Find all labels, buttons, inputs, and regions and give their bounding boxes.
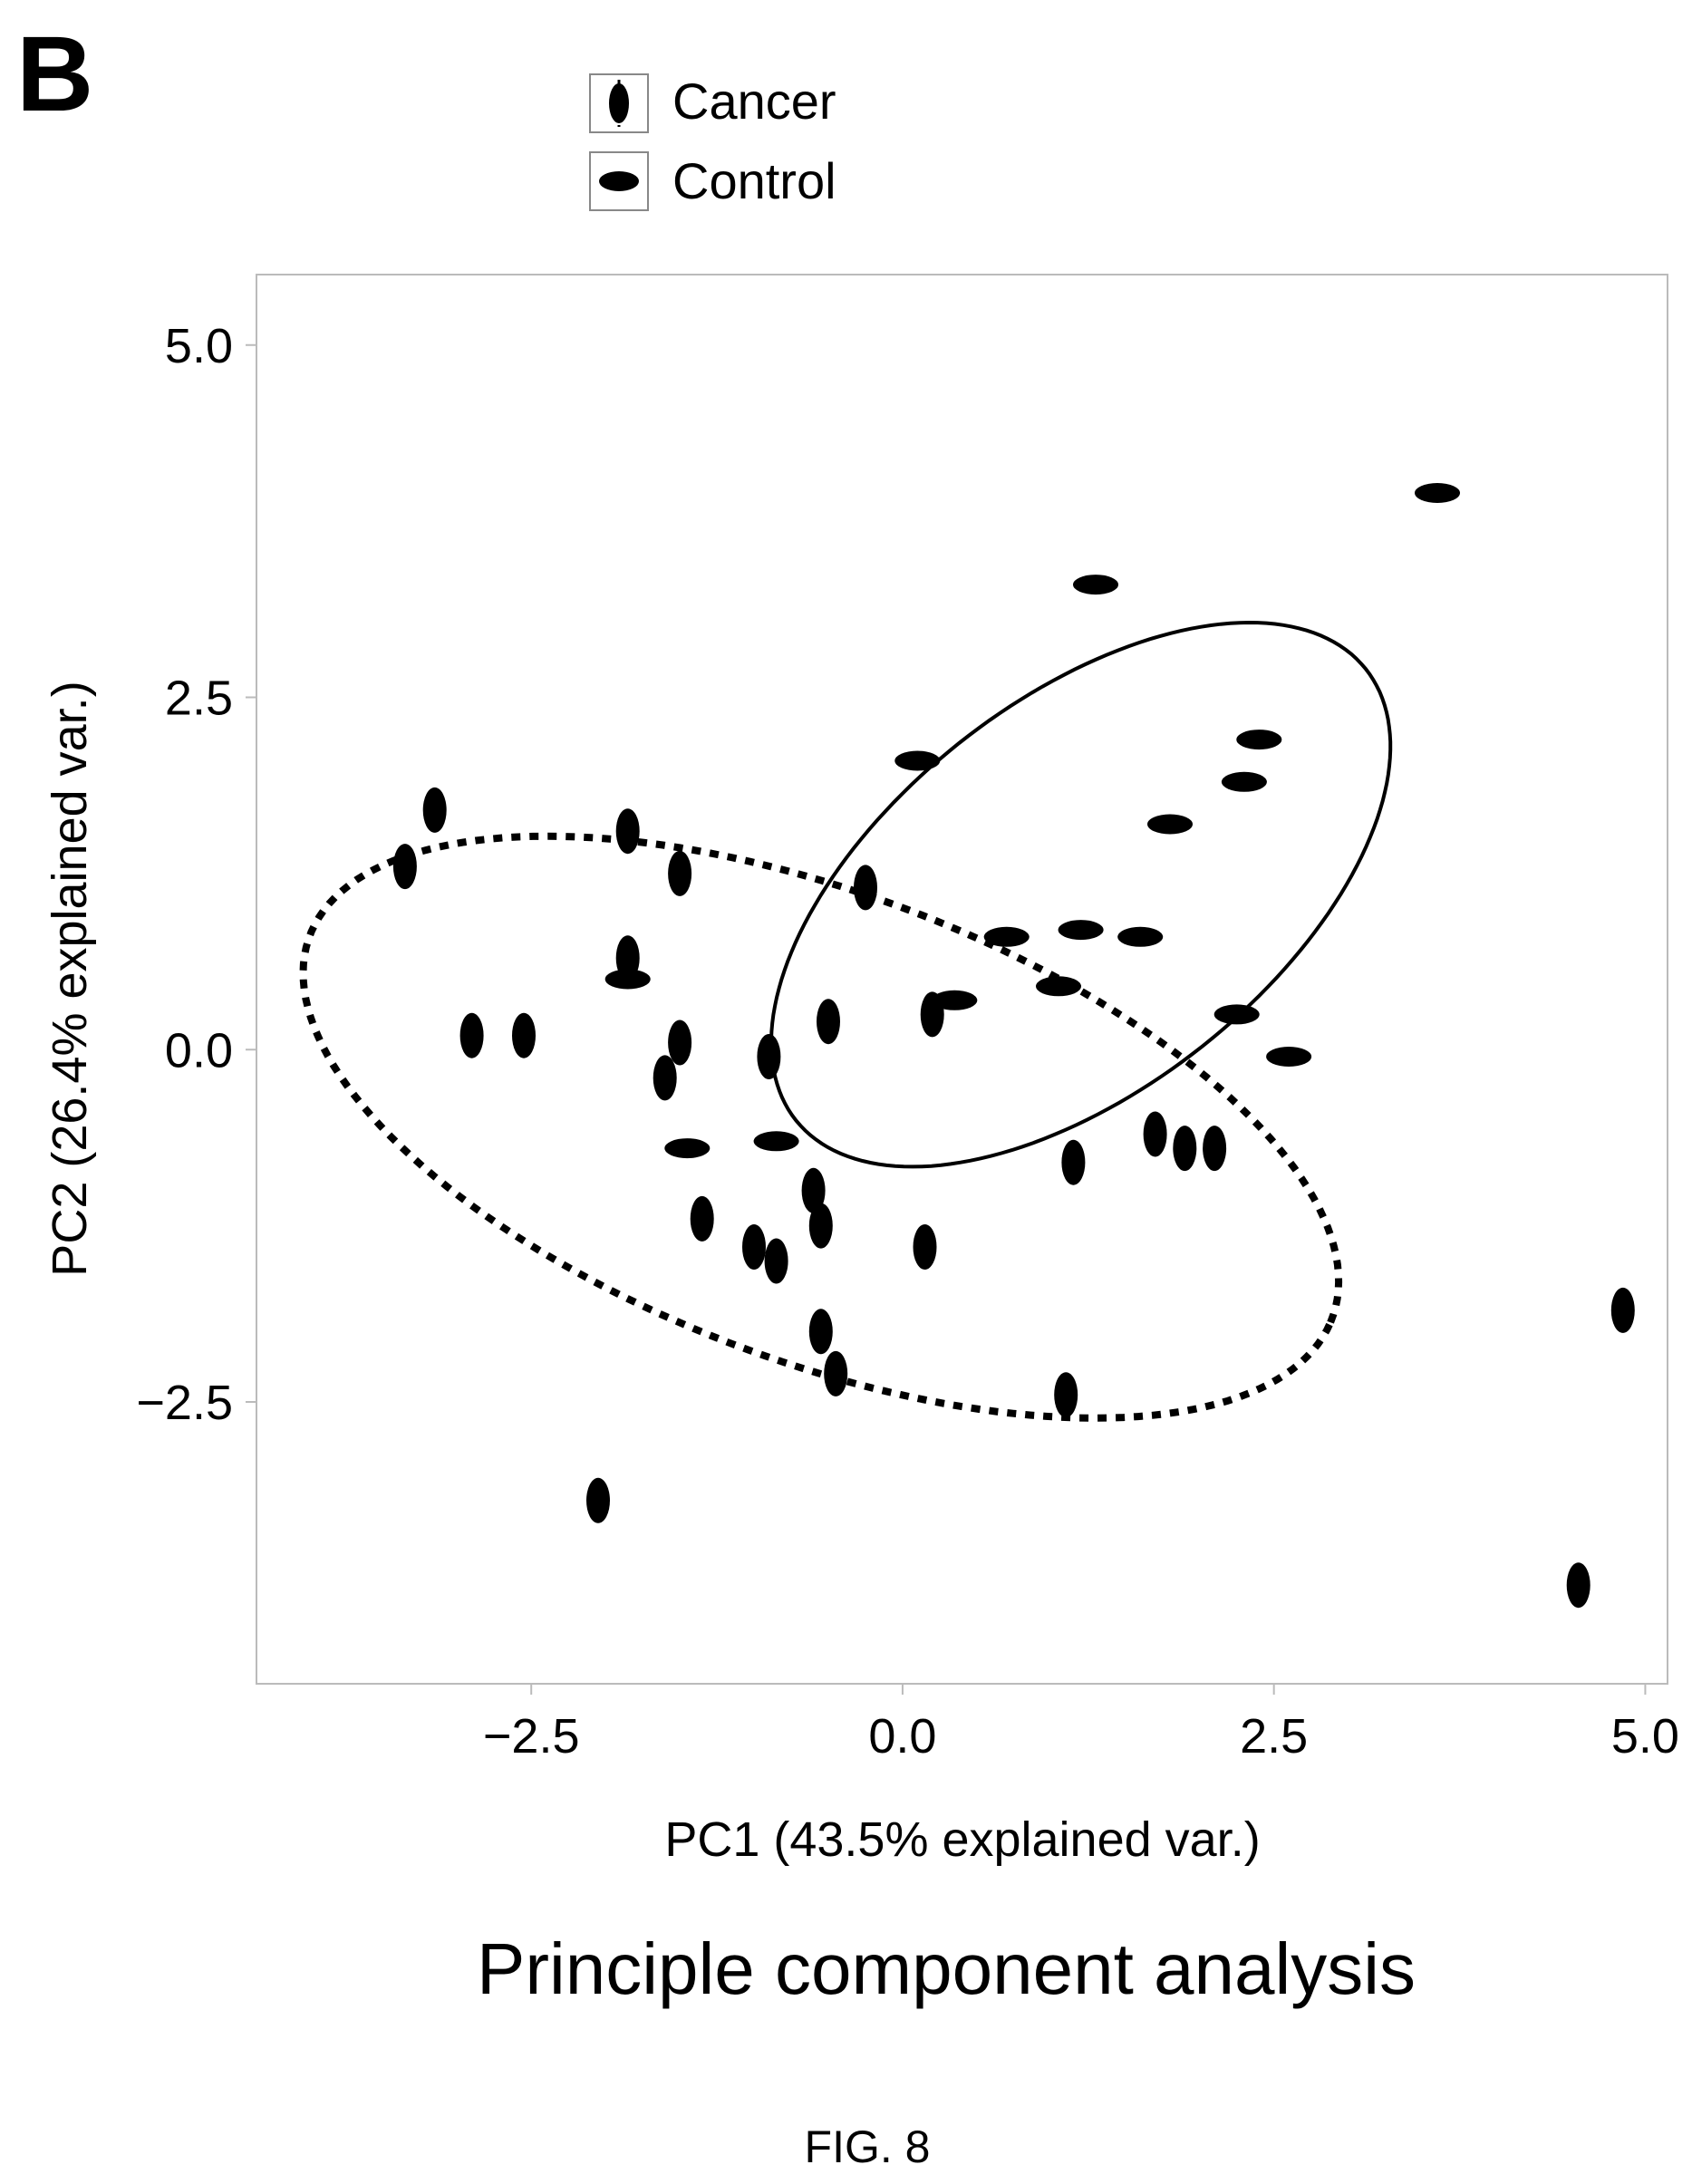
point-control bbox=[1221, 771, 1267, 792]
legend-key-cancer-marker bbox=[609, 83, 629, 123]
point-control bbox=[932, 990, 978, 1010]
confidence-ellipse-control bbox=[769, 620, 1393, 1169]
y-axis-label: PC2 (26.4% explained var.) bbox=[43, 681, 97, 1276]
point-control bbox=[1036, 976, 1081, 997]
confidence-ellipses bbox=[299, 620, 1393, 1422]
x-tick-label: 2.5 bbox=[1240, 1709, 1308, 1764]
legend: Cancer Control bbox=[589, 72, 836, 211]
point-cancer bbox=[1610, 1287, 1635, 1333]
point-control bbox=[1058, 920, 1104, 941]
point-cancer bbox=[512, 1012, 536, 1058]
point-cancer bbox=[1173, 1126, 1197, 1172]
x-tick-label: −2.5 bbox=[483, 1709, 580, 1764]
point-cancer bbox=[668, 1020, 692, 1066]
point-control bbox=[1236, 730, 1282, 750]
point-cancer bbox=[817, 999, 840, 1045]
point-cancer bbox=[422, 787, 447, 833]
y-tick-label: 2.5 bbox=[165, 672, 233, 726]
point-control bbox=[753, 1131, 799, 1152]
point-cancer bbox=[653, 1055, 677, 1101]
point-control bbox=[983, 926, 1030, 947]
point-cancer bbox=[586, 1477, 610, 1523]
legend-key-control-marker bbox=[599, 171, 639, 191]
x-tick-label: 0.0 bbox=[868, 1709, 936, 1764]
point-cancer bbox=[808, 1203, 833, 1249]
y-axis: −2.5 0.0 2.5 5.0 bbox=[136, 319, 256, 1430]
point-control bbox=[604, 969, 651, 990]
x-axis: −2.5 0.0 2.5 5.0 bbox=[483, 1684, 1679, 1764]
point-cancer bbox=[615, 935, 640, 981]
point-cancer bbox=[1054, 1372, 1078, 1418]
x-axis-label: PC1 (43.5% explained var.) bbox=[664, 1812, 1260, 1867]
legend-label-cancer: Cancer bbox=[672, 72, 836, 130]
point-cancer bbox=[824, 1350, 848, 1396]
y-tick-label: 5.0 bbox=[165, 319, 233, 373]
point-cancer bbox=[764, 1238, 788, 1284]
point-control bbox=[1117, 926, 1164, 947]
point-cancer bbox=[913, 1224, 937, 1270]
y-tick-label: 0.0 bbox=[165, 1023, 233, 1078]
figure-caption: FIG. 8 bbox=[805, 2121, 931, 2172]
point-cancer bbox=[742, 1224, 766, 1270]
point-cancer bbox=[1061, 1139, 1086, 1185]
point-cancer bbox=[808, 1309, 833, 1355]
y-tick-label: −2.5 bbox=[136, 1376, 233, 1430]
point-cancer bbox=[668, 850, 692, 896]
point-cancer bbox=[854, 865, 877, 911]
point-cancer bbox=[757, 1034, 781, 1079]
point-cancer bbox=[1566, 1562, 1590, 1609]
point-control bbox=[1266, 1047, 1312, 1067]
point-cancer bbox=[392, 844, 417, 890]
point-cancer bbox=[615, 808, 640, 855]
legend-label-control: Control bbox=[672, 152, 836, 209]
point-control bbox=[1073, 575, 1118, 595]
plot-frame bbox=[256, 274, 1668, 1685]
x-tick-label: 5.0 bbox=[1611, 1709, 1679, 1764]
chart-title: Principle component analysis bbox=[477, 1928, 1416, 2009]
point-cancer bbox=[459, 1012, 484, 1058]
panel-label: B bbox=[16, 14, 93, 134]
point-control bbox=[1415, 483, 1460, 503]
point-control bbox=[1213, 1004, 1260, 1025]
point-control bbox=[894, 750, 941, 771]
data-points bbox=[392, 483, 1635, 1609]
point-cancer bbox=[1143, 1111, 1167, 1157]
confidence-ellipse-cancer bbox=[299, 832, 1343, 1422]
point-cancer bbox=[690, 1195, 714, 1242]
point-control bbox=[664, 1138, 711, 1159]
point-control bbox=[1147, 814, 1193, 835]
point-cancer bbox=[801, 1167, 826, 1213]
point-cancer bbox=[1203, 1126, 1227, 1172]
